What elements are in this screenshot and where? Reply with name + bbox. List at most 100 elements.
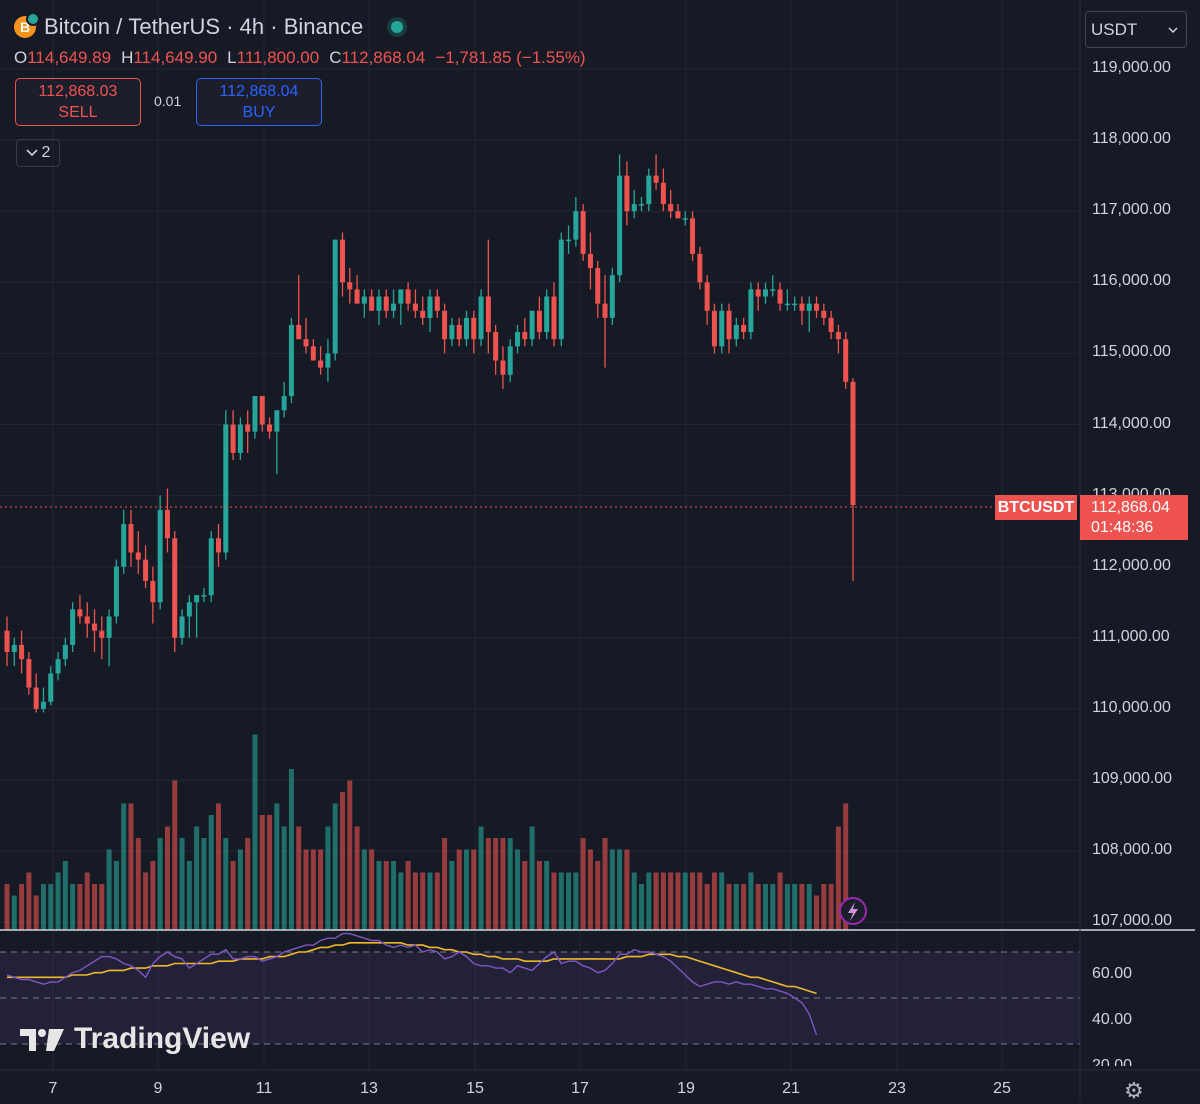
sell-price: 112,868.03 bbox=[38, 83, 118, 100]
currency-select[interactable]: USDT bbox=[1085, 11, 1187, 48]
volume-bar bbox=[128, 803, 134, 930]
volume-bar bbox=[726, 884, 732, 930]
candle-body bbox=[99, 630, 105, 638]
volume-bar bbox=[77, 884, 83, 930]
candle-body bbox=[40, 701, 46, 709]
symbol-quote: TetherUS bbox=[128, 14, 221, 39]
volume-bar bbox=[711, 872, 717, 930]
gear-icon[interactable]: ⚙ bbox=[1124, 1078, 1144, 1103]
candle-body bbox=[456, 324, 462, 340]
order-quantity[interactable]: 0.01 bbox=[154, 93, 182, 109]
volume-bar bbox=[420, 872, 426, 930]
candle-body bbox=[806, 303, 812, 311]
volume-bar bbox=[639, 884, 644, 930]
close-label: C bbox=[329, 48, 342, 67]
candle-body bbox=[434, 296, 440, 311]
volume-bar bbox=[252, 734, 258, 930]
rsi-tick-label: 20.00 bbox=[1092, 1057, 1133, 1066]
candle-body bbox=[471, 317, 477, 340]
volume-bar bbox=[442, 838, 448, 930]
candle-body bbox=[463, 317, 469, 340]
time-tick-label: 9 bbox=[153, 1080, 163, 1097]
price-tick-label: 118,000.00 bbox=[1092, 130, 1171, 148]
candle-body bbox=[646, 175, 652, 205]
candle-body bbox=[755, 289, 761, 297]
buy-button[interactable]: 112,868.04 BUY bbox=[196, 78, 322, 126]
candle-body bbox=[135, 552, 141, 560]
symbol-header[interactable]: B Bitcoin / TetherUS · 4h · Binance bbox=[14, 12, 404, 40]
low-label: L bbox=[227, 48, 237, 67]
candle-body bbox=[339, 239, 345, 283]
rsi-series bbox=[6, 932, 818, 1036]
time-tick-label: 25 bbox=[993, 1080, 1011, 1097]
indicators-toggle-button[interactable]: 2 bbox=[16, 139, 60, 167]
volume-bar bbox=[427, 872, 433, 930]
price-tick-label: 112,000.00 bbox=[1092, 556, 1171, 574]
volume-bar bbox=[11, 895, 17, 930]
candle-body bbox=[237, 424, 243, 453]
volume-bar bbox=[369, 849, 375, 930]
candle-body bbox=[551, 296, 557, 340]
price-tick-label: 117,000.00 bbox=[1092, 201, 1171, 219]
volume-bar bbox=[237, 849, 243, 930]
volume-bar bbox=[245, 838, 251, 930]
volume-bar bbox=[223, 838, 229, 930]
candle-body bbox=[267, 424, 273, 432]
volume-bar bbox=[668, 872, 674, 930]
volume-bar bbox=[792, 884, 798, 930]
volume-bar bbox=[405, 861, 411, 930]
candle-body bbox=[748, 289, 754, 333]
candle-body bbox=[281, 396, 287, 411]
rsi-tick-label: 40.00 bbox=[1092, 1011, 1133, 1028]
candle-body bbox=[500, 360, 506, 375]
volume-bar bbox=[646, 872, 652, 930]
candle-body bbox=[762, 289, 768, 297]
candle-body bbox=[675, 211, 681, 219]
volume-bar bbox=[186, 861, 192, 930]
time-tick-label: 7 bbox=[48, 1080, 58, 1097]
volume-bar bbox=[135, 838, 141, 930]
tradingview-logo[interactable]: TradingView bbox=[18, 1022, 250, 1056]
sell-button[interactable]: 112,868.03 SELL bbox=[15, 78, 141, 126]
time-tick-label: 17 bbox=[571, 1080, 589, 1097]
volume-bar bbox=[361, 849, 367, 930]
volume-bar bbox=[216, 803, 221, 930]
price-tick-label: 107,000.00 bbox=[1092, 912, 1173, 930]
lightning-icon[interactable] bbox=[839, 897, 867, 925]
volume-bar bbox=[157, 838, 163, 930]
candle-body bbox=[770, 289, 776, 291]
volume-bar bbox=[558, 872, 564, 930]
price-tick-label: 108,000.00 bbox=[1092, 841, 1173, 859]
candle-body bbox=[376, 296, 382, 311]
volume-bar bbox=[339, 792, 345, 930]
volume-bar bbox=[609, 849, 615, 930]
volume-bar bbox=[296, 826, 302, 930]
price-tick-label: 110,000.00 bbox=[1092, 698, 1171, 716]
candle-body bbox=[427, 296, 433, 318]
volume-bar bbox=[230, 861, 236, 930]
volume-bar bbox=[507, 838, 513, 930]
volume-bar bbox=[719, 872, 725, 930]
volume-bar bbox=[398, 872, 404, 930]
candle-body bbox=[106, 616, 112, 638]
volume-bar bbox=[99, 884, 105, 930]
volume-bar bbox=[587, 849, 593, 930]
volume-bar bbox=[267, 815, 273, 930]
candle-body bbox=[587, 253, 593, 269]
time-tick-label: 23 bbox=[888, 1080, 906, 1097]
symbol-base: Bitcoin bbox=[44, 14, 111, 39]
volume-bar bbox=[741, 884, 747, 930]
candle-body bbox=[70, 609, 76, 645]
candle-body bbox=[201, 595, 207, 597]
volume-bar bbox=[500, 838, 506, 930]
candle-body bbox=[157, 509, 163, 603]
candle-body bbox=[522, 332, 528, 340]
candle-body bbox=[347, 282, 353, 290]
volume-bar bbox=[412, 872, 418, 930]
volume-bar bbox=[164, 826, 170, 930]
volume-bar bbox=[33, 895, 39, 930]
bitcoin-icon: B bbox=[14, 12, 40, 38]
volume-bar bbox=[828, 884, 834, 930]
volume-bar bbox=[332, 803, 338, 930]
